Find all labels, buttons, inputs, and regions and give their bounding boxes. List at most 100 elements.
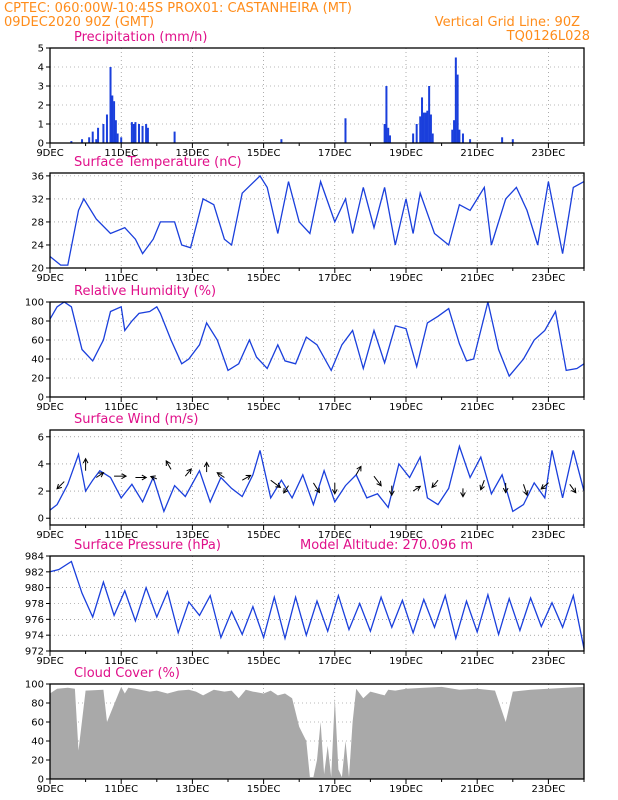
y-tick-label: 4 [38, 459, 44, 470]
wind-arrow-head [245, 474, 252, 480]
wind-arrow [355, 466, 362, 476]
plot-frame [49, 47, 585, 144]
x-tick-label: 9DEC [36, 273, 63, 284]
precip-bar [97, 127, 100, 143]
x-tick-label: 19DEC [389, 402, 423, 413]
precip-bar [105, 114, 108, 143]
wind-arrow-head [149, 475, 156, 481]
wind-arrow-head [460, 492, 466, 498]
precip-bar [102, 124, 105, 143]
precip-bar [120, 137, 123, 143]
wind-arrow-head [479, 484, 485, 491]
y-tick-label: 80 [31, 317, 44, 328]
x-tick-label: 11DEC [104, 273, 138, 284]
wind-arrow-head [356, 465, 362, 472]
precip-bar [173, 131, 176, 143]
y-tick-label: 0 [38, 775, 44, 786]
wind-arrow [569, 483, 577, 493]
precip-bar [458, 129, 461, 143]
panel-title: Surface Wind (m/s) [74, 412, 198, 427]
y-tick-label: 100 [25, 680, 44, 691]
precip-bar [81, 139, 84, 143]
header-model-id: TQ0126L028 [506, 29, 590, 44]
y-tick-label: 28 [31, 217, 44, 228]
x-tick-label: 11DEC [104, 402, 138, 413]
x-tick-label: 19DEC [389, 530, 423, 541]
x-tick-label: 9DEC [36, 530, 63, 541]
x-tick-label: 19DEC [389, 656, 423, 667]
precip-bar [422, 112, 425, 143]
precip-bar [388, 135, 391, 143]
wind-arrow [283, 485, 289, 494]
wind-arrow-head [275, 482, 282, 489]
precip-bar [454, 57, 457, 143]
precip-bar [451, 129, 454, 143]
wind-arrow [270, 479, 281, 488]
x-tick-label: 13DEC [176, 273, 210, 284]
precip-bar [116, 133, 119, 143]
y-tick-label: 974 [25, 631, 44, 642]
y-tick-label: 40 [31, 737, 44, 748]
y-tick-label: 32 [31, 194, 44, 205]
panel-pressure: 972 974 976 978 980 982 984 9DEC 11DEC 13DEC 15DEC… [25, 538, 585, 667]
panel-title: Cloud Cover (%) [74, 666, 180, 681]
y-tick-label: 100 [25, 298, 44, 309]
y-tick-label: 36 [31, 171, 44, 182]
header-date: 09DEC2020 90Z (GMT) [4, 15, 155, 30]
wind-arrow-head [571, 487, 577, 494]
x-tick-label: 9DEC [36, 148, 63, 159]
x-tick-label: 17DEC [318, 148, 352, 159]
precip-bar [426, 110, 429, 143]
y-tick-label: 0 [38, 393, 44, 404]
y-tick-label: 5 [38, 44, 44, 55]
precip-bar [114, 120, 117, 143]
x-tick-label: 21DEC [460, 148, 494, 159]
y-tick-label: 2 [38, 487, 44, 498]
x-tick-label: 23DEC [532, 402, 566, 413]
x-tick-label: 13DEC [176, 148, 210, 159]
precip-bar [453, 120, 456, 143]
wind-arrow [412, 485, 421, 492]
y-tick-label: 3 [38, 82, 44, 93]
y-tick-label: 972 [25, 647, 44, 658]
x-tick-label: 23DEC [532, 273, 566, 284]
x-tick-label: 21DEC [460, 273, 494, 284]
precip-bar [141, 125, 144, 143]
y-tick-label: 80 [31, 699, 44, 710]
x-tick-label: 23DEC [532, 148, 566, 159]
wind-arrow [165, 460, 172, 470]
wind-arrow-head [431, 482, 437, 489]
wind-arrow-head [523, 490, 529, 497]
precip-bar [113, 101, 116, 143]
wind-arrow [96, 472, 104, 478]
pressure-line [49, 560, 585, 649]
wind-arrow [523, 484, 528, 496]
precip-bar [415, 124, 418, 143]
x-tick-label: 15DEC [247, 656, 281, 667]
plot-frame [49, 683, 585, 780]
x-tick-label: 23DEC [532, 784, 566, 795]
x-tick-label: 21DEC [460, 656, 494, 667]
wind-arrow [150, 475, 157, 480]
wind-arrow-head [415, 485, 422, 491]
precip-bar [469, 139, 472, 143]
panel-precip: 0 1 2 3 4 5 9DEC 11DEC 13DEC 15DEC 17DEC 19DEC 21DEC… [36, 30, 585, 159]
y-tick-label: 2 [38, 101, 44, 112]
x-tick-label: 17DEC [318, 530, 352, 541]
y-tick-label: 0 [38, 514, 44, 525]
precip-bar [134, 122, 137, 143]
wind-arrow-head [82, 457, 89, 464]
y-tick-label: 40 [31, 355, 44, 366]
x-tick-label: 13DEC [176, 402, 210, 413]
plot-frame [49, 172, 585, 269]
panel-temperature: 20 24 28 32 36 9DEC 11DEC 13DEC 15DEC 17DEC 19DEC 2… [31, 155, 585, 284]
x-tick-label: 11DEC [104, 148, 138, 159]
precip-bar [429, 114, 432, 143]
y-tick-label: 0 [38, 139, 44, 150]
y-tick-label: 1 [38, 120, 44, 131]
wind-arrow-head [376, 480, 382, 487]
y-tick-label: 982 [25, 567, 44, 578]
wind-arrow-head [502, 487, 509, 494]
y-tick-label: 978 [25, 599, 44, 610]
